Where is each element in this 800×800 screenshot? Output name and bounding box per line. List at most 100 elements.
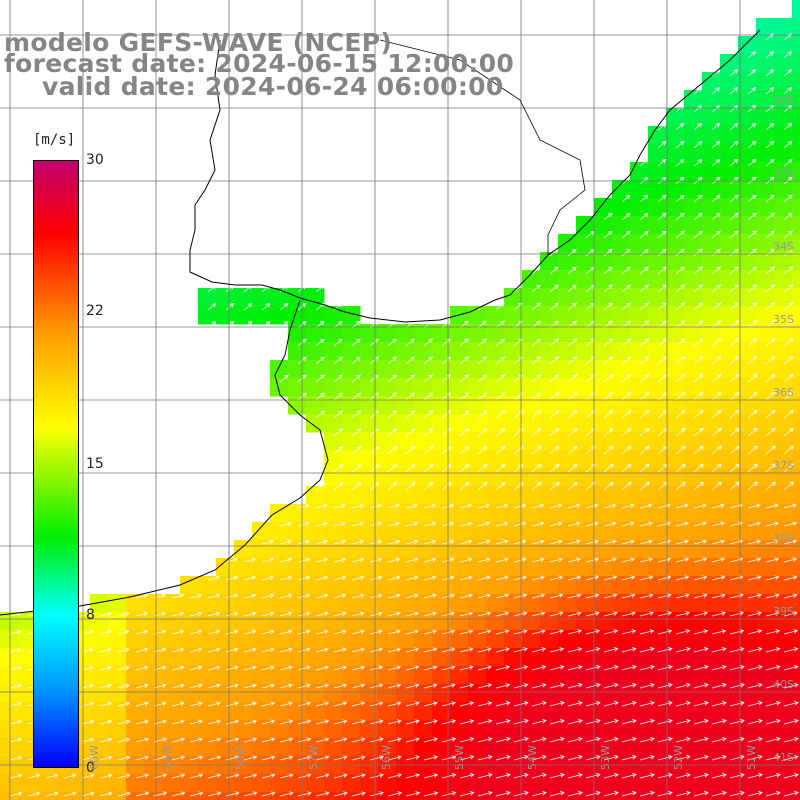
wind-arrow — [765, 773, 781, 779]
wind-arrow — [261, 647, 275, 653]
wind-arrow — [603, 212, 613, 221]
wind-arrow — [639, 521, 653, 527]
wind-speed-cell — [486, 522, 505, 541]
wind-speed-cell — [306, 540, 325, 559]
wind-speed-cell — [486, 342, 505, 361]
wind-arrow — [657, 701, 673, 707]
wind-speed-cell — [504, 630, 523, 649]
wind-arrow — [117, 647, 130, 653]
wind-speed-cell — [738, 234, 757, 253]
wind-arrow — [567, 266, 577, 275]
wind-speed-cell — [378, 576, 397, 595]
wind-speed-cell — [378, 666, 397, 685]
wind-arrow — [387, 737, 402, 743]
wind-arrow — [567, 557, 582, 563]
wind-arrow — [315, 374, 325, 383]
wind-speed-cell — [378, 594, 397, 613]
wind-speed-cell — [576, 270, 595, 289]
wind-arrow — [693, 665, 709, 671]
wind-arrow — [387, 665, 402, 671]
lat-label-37s: 37S — [773, 459, 794, 472]
wind-arrow — [729, 463, 740, 473]
wind-arrow — [783, 593, 798, 599]
wind-speed-cell — [540, 612, 559, 631]
wind-speed-cell — [306, 630, 325, 649]
wind-arrow — [783, 409, 794, 419]
wind-arrow — [621, 521, 635, 527]
wind-arrow — [657, 158, 667, 167]
wind-speed-cell — [576, 774, 595, 793]
wind-speed-cell — [18, 720, 37, 739]
wind-arrow — [783, 356, 794, 365]
wind-speed-cell — [756, 360, 775, 379]
wind-arrow — [243, 665, 257, 671]
wind-speed-cell — [396, 324, 415, 343]
wind-arrow — [531, 593, 546, 599]
wind-speed-cell — [324, 612, 343, 631]
wind-speed-cell — [792, 36, 800, 55]
wind-speed-cell — [594, 486, 613, 505]
wind-arrow — [279, 719, 294, 725]
wind-speed-cell — [414, 450, 433, 469]
wind-speed-cell — [792, 432, 800, 451]
wind-speed-cell — [360, 522, 379, 541]
wind-speed-cell — [648, 180, 667, 199]
wind-speed-cell — [756, 324, 775, 343]
wind-arrow — [729, 248, 739, 257]
wind-arrow — [729, 266, 739, 275]
wind-speed-cell — [198, 306, 217, 325]
wind-arrow — [657, 248, 667, 257]
wind-speed-cell — [450, 342, 469, 361]
wind-arrow — [9, 719, 23, 725]
wind-arrow — [189, 791, 204, 797]
wind-speed-cell — [576, 432, 595, 451]
wind-speed-cell — [468, 720, 487, 739]
wind-speed-cell — [594, 342, 613, 361]
wind-arrow — [765, 427, 776, 437]
wind-speed-cell — [666, 630, 685, 649]
wind-arrow — [387, 791, 403, 797]
wind-arrow — [567, 445, 578, 455]
wind-arrow — [531, 284, 541, 293]
wind-arrow — [747, 463, 758, 473]
wind-speed-cell — [324, 594, 343, 613]
wind-arrow — [693, 481, 704, 491]
lon-label-51w: 51W — [745, 745, 758, 770]
wind-speed-cell — [594, 720, 613, 739]
wind-arrow — [351, 521, 365, 527]
wind-arrow — [531, 737, 547, 743]
wind-arrow — [333, 683, 348, 689]
wind-arrow — [639, 338, 650, 347]
wind-speed-cell — [738, 162, 757, 181]
wind-arrow — [387, 356, 397, 365]
wind-speed-cell — [666, 774, 685, 793]
wind-arrow — [135, 647, 149, 653]
wind-speed-cell — [414, 324, 433, 343]
wind-speed-cell — [666, 468, 685, 487]
wind-speed-cell — [738, 720, 757, 739]
wind-speed-cell — [774, 396, 793, 415]
wind-arrow — [675, 593, 690, 599]
wind-speed-cell — [90, 774, 109, 793]
wind-speed-cell — [450, 540, 469, 559]
wind-arrow — [189, 647, 203, 653]
wind-arrow — [117, 773, 131, 779]
wind-speed-cell — [396, 342, 415, 361]
wind-arrow — [747, 791, 763, 797]
wind-arrow — [567, 629, 582, 635]
wind-speed-cell — [630, 702, 649, 721]
wind-speed-cell — [684, 702, 703, 721]
wind-arrow — [639, 503, 653, 509]
wind-speed-cell — [432, 666, 451, 685]
wind-arrow — [585, 575, 600, 581]
wind-arrow — [423, 647, 438, 653]
wind-speed-cell — [216, 702, 235, 721]
wind-speed-cell — [738, 414, 757, 433]
wind-arrow — [675, 123, 685, 131]
wind-arrow — [495, 701, 511, 707]
wind-arrow — [279, 737, 294, 743]
wind-arrow — [423, 428, 434, 437]
wind-arrow — [675, 755, 691, 761]
lon-label-53w: 53W — [599, 745, 612, 770]
